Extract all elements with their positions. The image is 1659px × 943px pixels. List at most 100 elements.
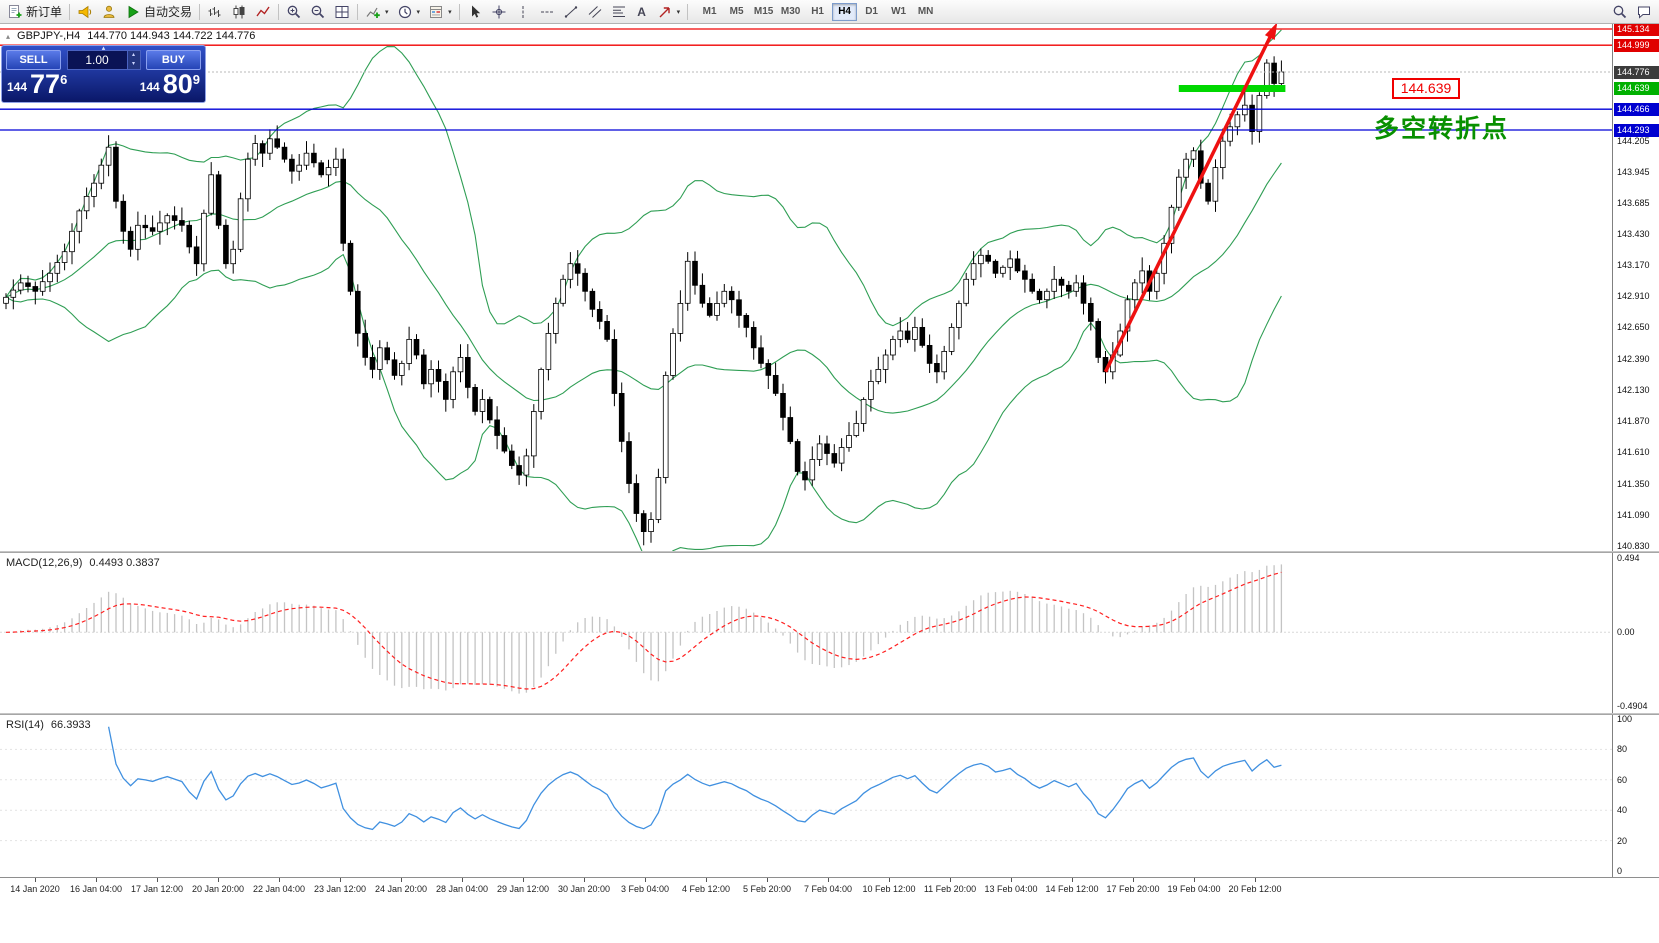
timeframe-button-m1[interactable]: M1 [702, 5, 717, 17]
main-toolbar: 新订单 自动交易 ▾ ▾ ▾ A ▾ M1 M5 M15 M30 H1 H4 D1 W1 MN [0, 0, 1659, 24]
volume-up-button[interactable]: ▴ [127, 51, 140, 60]
time-axis-label: 30 Jan 20:00 [557, 884, 611, 894]
sell-button[interactable]: SELL [6, 50, 61, 70]
toolbar-separator [687, 3, 689, 20]
alerts-button[interactable] [73, 2, 97, 22]
bar-chart-button[interactable] [203, 2, 227, 22]
timeframe-button-m30[interactable]: M30 [780, 5, 801, 17]
auto-trading-label: 自动交易 [144, 5, 193, 19]
tile-windows-button[interactable] [330, 2, 354, 22]
volume-value: 1.00 [85, 53, 109, 67]
candlestick-icon [231, 4, 247, 20]
time-axis-tick [462, 878, 463, 882]
timeframe-button-d1[interactable]: D1 [865, 5, 878, 17]
cursor-button[interactable] [463, 2, 487, 22]
vertical-line-button[interactable] [511, 2, 535, 22]
volume-input[interactable]: 1.00 ▴ ▾ [66, 50, 141, 70]
line-chart-button[interactable] [251, 2, 275, 22]
time-axis-tick [1194, 878, 1195, 882]
indicators-button[interactable]: ▾ [361, 2, 393, 22]
price-axis-label: 143.685 [1617, 198, 1650, 209]
one-click-trading-panel: ▴ SELL 1.00 ▴ ▾ BUY 144 77 6 144 80 9 [1, 45, 206, 103]
chat-button[interactable] [1632, 2, 1656, 22]
price-axis-label: 141.870 [1617, 416, 1650, 427]
arrows-tool-button[interactable]: ▾ [653, 2, 685, 22]
price-axis-label: 141.350 [1617, 478, 1650, 489]
time-axis[interactable]: 14 Jan 2020 16 Jan 04:00 17 Jan 12:00 20 Ja… [0, 878, 1659, 898]
macd-axis[interactable]: 0.494 0.00 -0.4904 [1612, 553, 1659, 713]
horizontal-line-icon [539, 4, 555, 20]
turning-point-annotation[interactable]: 多空转折点 [1374, 115, 1510, 143]
sell-price-pip: 6 [60, 72, 68, 87]
buy-button[interactable]: BUY [146, 50, 201, 70]
buy-price-big: 80 [162, 69, 193, 99]
fibonacci-button[interactable] [607, 2, 631, 22]
timeframe-button-w1[interactable]: W1 [891, 5, 907, 17]
rsi-axis-label: 80 [1617, 744, 1628, 755]
community-button[interactable] [97, 2, 121, 22]
price-axis-line-label: 144.639 [1614, 81, 1659, 95]
channel-button[interactable] [583, 2, 607, 22]
time-axis-label: 29 Jan 12:00 [496, 884, 550, 894]
toolbar-separator [278, 3, 280, 20]
price-axis-label: 142.390 [1617, 353, 1650, 364]
search-button[interactable] [1608, 2, 1632, 22]
timeframe-button-h1[interactable]: H1 [811, 5, 824, 17]
trade-panel-collapse-icon[interactable]: ▴ [101, 45, 106, 52]
price-axis-label: 144.205 [1617, 135, 1650, 146]
rsi-label: RSI(14) 66.3933 [6, 719, 91, 731]
time-axis-tick [523, 878, 524, 882]
timeframe-button-h4[interactable]: H4 [832, 2, 858, 21]
chat-icon [1636, 4, 1652, 20]
rsi-axis[interactable]: 100 80 60 40 20 0 [1612, 714, 1659, 877]
timeframe-strip: M1 M5 M15 M30 H1 H4 D1 W1 MN [696, 2, 939, 21]
rsi-chart-area[interactable] [0, 715, 1612, 877]
new-order-button[interactable]: 新订单 [3, 2, 66, 22]
trendline-button[interactable] [559, 2, 583, 22]
toolbar-separator [357, 3, 359, 20]
price-axis-label: 143.170 [1617, 259, 1650, 270]
crosshair-button[interactable] [487, 2, 511, 22]
macd-name: MACD(12,26,9) [6, 557, 83, 569]
chart-symbol-title: GBPJPY-,H4 [17, 30, 81, 42]
auto-trading-button[interactable]: 自动交易 [121, 2, 196, 22]
templates-button[interactable]: ▾ [424, 2, 456, 22]
price-annotation-label[interactable]: 144.639 [1392, 78, 1460, 99]
time-axis-tick [340, 878, 341, 882]
macd-axis-label: 0.00 [1617, 627, 1635, 638]
timeframe-button-mn[interactable]: MN [917, 5, 934, 17]
zoom-in-icon [286, 4, 302, 20]
panel-splitter[interactable] [0, 551, 1659, 553]
price-axis-label: 143.430 [1617, 228, 1650, 239]
volume-down-button[interactable]: ▾ [127, 60, 140, 69]
volume-spinner: ▴ ▾ [126, 51, 140, 69]
rsi-name: RSI(14) [6, 719, 44, 731]
line-chart-icon [255, 4, 271, 20]
collapse-chart-icon[interactable]: ▴ [6, 31, 11, 41]
sell-price-big: 77 [30, 69, 61, 99]
time-axis-label: 13 Feb 04:00 [984, 884, 1038, 894]
clock-icon [397, 4, 413, 20]
timeframe-button-m15[interactable]: M15 [753, 5, 774, 17]
periods-button[interactable]: ▾ [393, 2, 425, 22]
price-axis[interactable]: 144.205 143.945 143.685 143.430 143.170 142.9… [1612, 22, 1659, 551]
buy-price-display: 144 80 9 [140, 70, 200, 98]
time-axis-label: 4 Feb 12:00 [681, 884, 731, 894]
buy-price-main: 144 [139, 80, 160, 94]
zoom-out-button[interactable] [306, 2, 330, 22]
rsi-axis-label: 40 [1617, 805, 1628, 816]
bar-chart-icon [207, 4, 223, 20]
panel-splitter[interactable] [0, 713, 1659, 715]
trendline-icon [563, 4, 579, 20]
candlestick-button[interactable] [227, 2, 251, 22]
sell-price-main: 144 [7, 80, 28, 94]
rsi-panel: RSI(14) 66.3933 100 80 60 40 20 0 [0, 714, 1659, 877]
horizontal-line-button[interactable] [535, 2, 559, 22]
text-tool-button[interactable]: A [631, 2, 653, 22]
macd-chart-area[interactable] [0, 553, 1612, 713]
timeframe-button-m5[interactable]: M5 [729, 5, 744, 17]
zoom-in-button[interactable] [282, 2, 306, 22]
time-axis-label: 11 Feb 20:00 [923, 884, 977, 894]
time-axis-label: 3 Feb 04:00 [620, 884, 670, 894]
price-chart-area[interactable] [0, 24, 1612, 551]
